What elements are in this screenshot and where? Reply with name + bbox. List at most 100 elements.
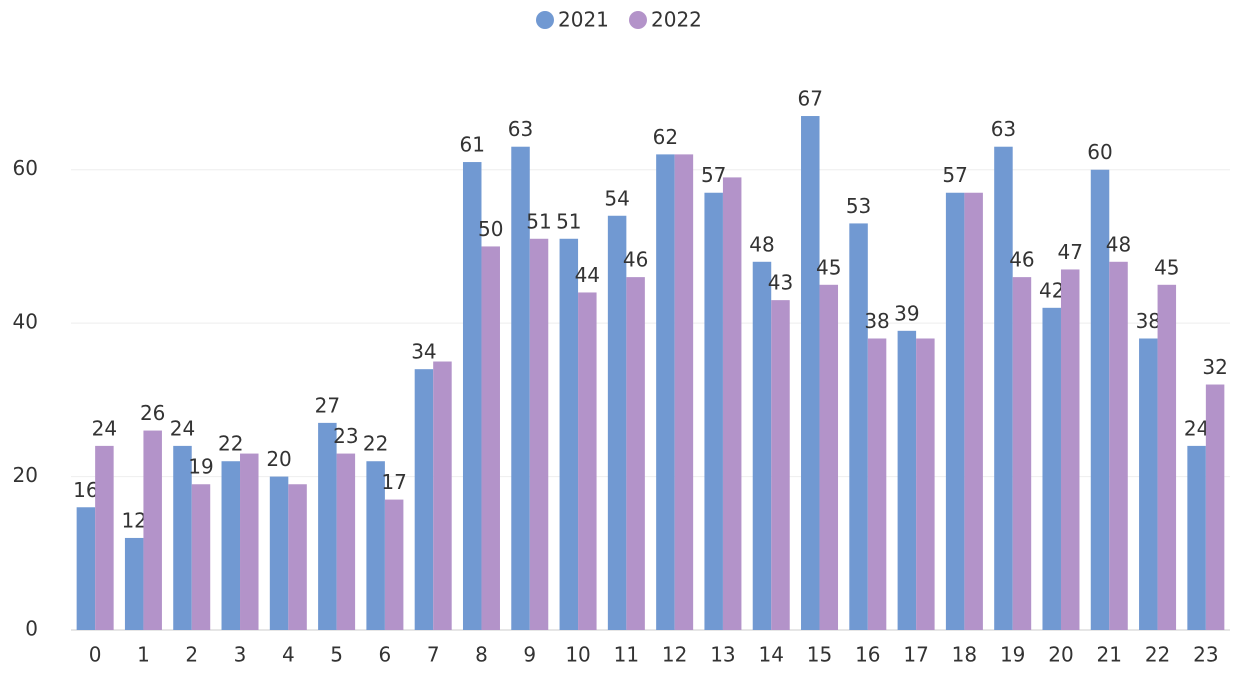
x-tick-label: 22 (1145, 643, 1170, 667)
data-label: 20 (266, 447, 291, 471)
x-tick-label: 10 (565, 643, 590, 667)
data-label: 22 (218, 432, 243, 456)
bar (849, 223, 868, 630)
bar (722, 177, 742, 630)
bar (366, 461, 385, 630)
data-label: 43 (768, 271, 793, 295)
bar (1060, 269, 1080, 630)
bar (704, 192, 723, 630)
bar (462, 162, 482, 630)
data-label: 67 (798, 87, 823, 111)
x-tick-label: 1 (137, 643, 150, 667)
data-label: 61 (460, 133, 485, 157)
x-tick-label: 0 (89, 643, 102, 667)
bar (433, 361, 452, 630)
x-tick-label: 15 (807, 643, 832, 667)
data-label: 51 (556, 209, 581, 233)
data-label: 42 (1039, 278, 1064, 302)
bar (1042, 307, 1061, 630)
bar (626, 277, 645, 630)
data-label: 63 (991, 117, 1016, 141)
x-tick-label: 16 (855, 643, 880, 667)
data-label: 48 (1106, 232, 1131, 256)
x-tick-label: 3 (234, 643, 247, 667)
data-label: 26 (140, 401, 165, 425)
x-tick-label: 2 (185, 643, 198, 667)
bar (481, 246, 500, 630)
y-tick-label: 0 (25, 617, 38, 641)
legend-marker (629, 11, 647, 29)
x-tick-label: 12 (662, 643, 687, 667)
y-tick-label: 20 (13, 463, 38, 487)
bar (318, 422, 337, 630)
x-tick-label: 20 (1048, 643, 1073, 667)
data-label: 27 (315, 393, 340, 417)
bar (945, 192, 965, 630)
data-label: 57 (942, 163, 967, 187)
bar (994, 146, 1013, 630)
data-label: 46 (623, 248, 648, 272)
x-tick-label: 19 (1000, 643, 1025, 667)
x-tick-label: 4 (282, 643, 295, 667)
x-tick-label: 11 (614, 643, 639, 667)
bar (656, 154, 675, 631)
data-label: 24 (170, 416, 195, 440)
legend-label: 2021 (558, 8, 609, 32)
data-label: 60 (1087, 140, 1112, 164)
bar (1139, 338, 1158, 630)
x-tick-label: 21 (1097, 643, 1122, 667)
bar (143, 430, 162, 630)
bar (529, 238, 549, 630)
data-label: 63 (508, 117, 533, 141)
data-label: 62 (653, 125, 678, 149)
bar (752, 261, 772, 630)
data-label: 48 (749, 232, 774, 256)
data-label: 51 (526, 209, 551, 233)
bar (1012, 277, 1032, 630)
data-label: 38 (864, 309, 889, 333)
x-tick-label: 13 (710, 643, 735, 667)
data-label: 24 (1184, 416, 1209, 440)
x-tick-label: 18 (952, 643, 977, 667)
data-label: 17 (381, 470, 406, 494)
data-label: 38 (1136, 309, 1161, 333)
bar (674, 154, 694, 631)
data-label: 45 (1154, 255, 1179, 279)
data-label: 44 (575, 263, 600, 287)
data-label: 39 (894, 301, 919, 325)
data-label: 16 (73, 478, 98, 502)
bar (559, 238, 579, 630)
data-label: 24 (92, 416, 117, 440)
bar (95, 445, 114, 630)
data-label: 54 (604, 186, 629, 210)
bar (1109, 261, 1128, 630)
x-tick-label: 14 (759, 643, 784, 667)
data-label: 53 (846, 194, 871, 218)
bar (1090, 169, 1110, 631)
x-tick-label: 8 (475, 643, 488, 667)
bar (1187, 445, 1206, 630)
bar (801, 116, 820, 630)
bar (124, 537, 144, 630)
bar (607, 215, 627, 630)
data-label: 57 (701, 163, 726, 187)
bar (414, 369, 434, 630)
bar (288, 484, 307, 630)
y-tick-label: 60 (13, 156, 38, 180)
bar (269, 476, 289, 630)
data-label: 32 (1202, 355, 1227, 379)
bar (964, 192, 983, 630)
bar (897, 330, 917, 630)
x-tick-label: 7 (427, 643, 440, 667)
bar (240, 453, 259, 630)
bar (384, 499, 404, 630)
bar (221, 461, 241, 630)
data-label: 45 (816, 255, 841, 279)
data-label: 34 (411, 340, 436, 364)
data-label: 50 (478, 217, 503, 241)
data-label: 47 (1058, 240, 1083, 264)
bar (867, 338, 887, 630)
data-label: 46 (1009, 248, 1034, 272)
bar (1157, 284, 1177, 630)
bar (916, 338, 935, 630)
